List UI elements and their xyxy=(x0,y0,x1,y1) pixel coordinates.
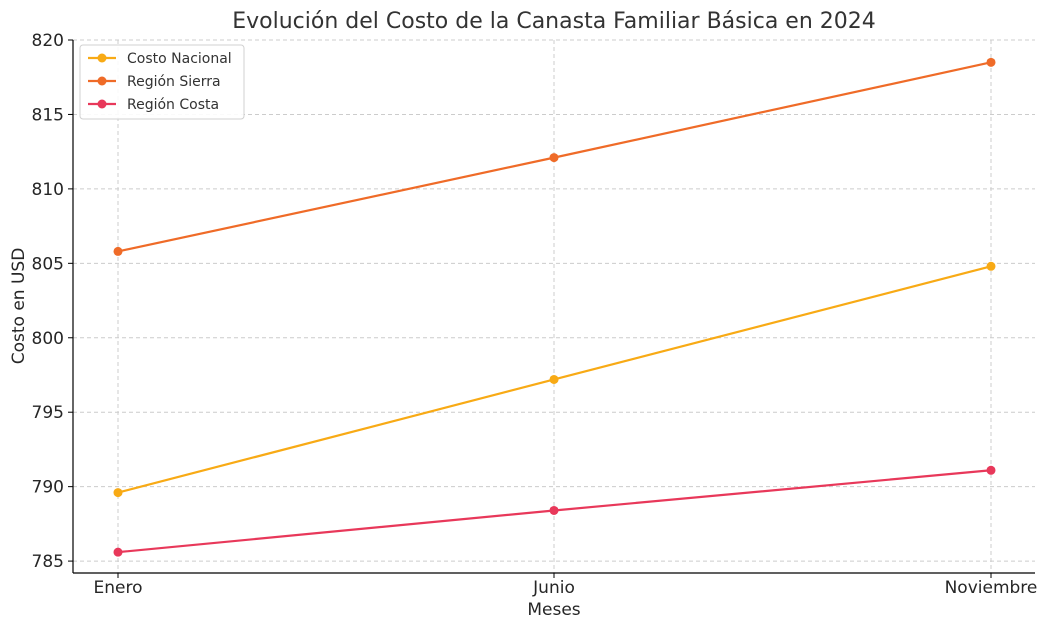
x-tick-label: Noviembre xyxy=(945,578,1038,598)
x-tick-label: Enero xyxy=(94,578,143,598)
y-tick-label: 790 xyxy=(32,478,64,498)
axes xyxy=(68,39,1035,578)
data-point xyxy=(113,488,123,498)
legend-label: Costo Nacional xyxy=(127,51,232,67)
tick-labels: 785 790 795 800 805 810 815 820 Enero Junio Noviem… xyxy=(32,31,1038,598)
data-point xyxy=(986,465,996,475)
legend-item: Región Sierra xyxy=(88,74,221,90)
legend-label: Región Sierra xyxy=(127,74,221,90)
data-point xyxy=(549,153,559,163)
y-axis-label: Costo en USD xyxy=(9,248,29,365)
data-point xyxy=(549,505,559,515)
y-tick-label: 810 xyxy=(32,180,64,200)
legend-swatch-marker xyxy=(97,99,107,109)
x-tick-label: Junio xyxy=(532,578,575,598)
y-tick-label: 795 xyxy=(32,403,64,423)
series-lines xyxy=(113,57,996,557)
y-tick-label: 785 xyxy=(32,552,64,572)
legend-label: Región Costa xyxy=(127,97,219,113)
data-point xyxy=(549,374,559,384)
y-tick-label: 800 xyxy=(32,329,64,349)
legend-box xyxy=(79,44,245,120)
y-tick-label: 815 xyxy=(32,105,64,125)
legend-swatch-marker xyxy=(97,53,107,63)
data-point xyxy=(113,246,123,256)
series-2 xyxy=(113,465,996,557)
legend: Costo Nacional Región Sierra Región Costa xyxy=(79,44,245,120)
series-1 xyxy=(113,57,996,256)
data-point xyxy=(986,57,996,67)
x-axis-label: Meses xyxy=(527,600,580,620)
series-0 xyxy=(113,261,996,498)
y-tick-label: 805 xyxy=(32,254,64,274)
legend-swatch-marker xyxy=(97,76,107,86)
data-point xyxy=(986,261,996,271)
grid-lines xyxy=(73,39,1035,573)
legend-item: Región Costa xyxy=(88,97,219,113)
y-tick-label: 820 xyxy=(32,31,64,51)
data-point xyxy=(113,547,123,557)
chart-title: Evolución del Costo de la Canasta Famili… xyxy=(232,9,876,34)
legend-item: Costo Nacional xyxy=(88,51,232,67)
